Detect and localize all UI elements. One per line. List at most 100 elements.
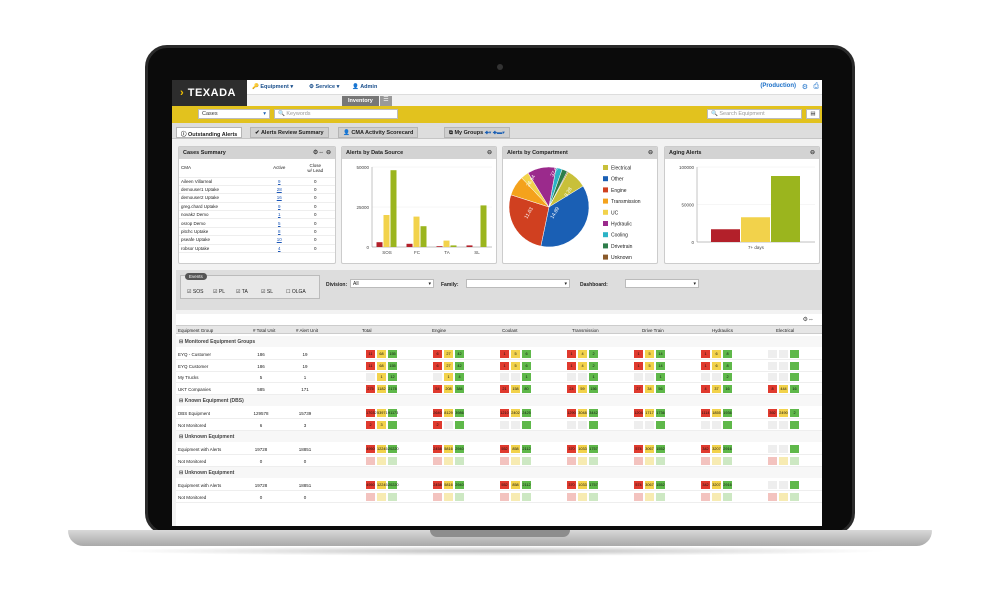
dashboard-select[interactable]: ▾ (625, 279, 699, 288)
alert-cell[interactable] (578, 492, 587, 501)
gear-icon[interactable]: ⚙ (801, 84, 808, 91)
alert-cell[interactable]: 11 (366, 350, 375, 358)
grid-col-header[interactable]: Electrical (776, 328, 795, 333)
alert-cell[interactable]: 552 (500, 445, 509, 453)
alert-cell[interactable]: 4 (455, 373, 464, 381)
alert-cell[interactable]: 392 (768, 409, 777, 417)
alert-cell[interactable]: 5 (511, 361, 520, 370)
alert-cell[interactable]: 384 (455, 384, 464, 393)
alert-cell[interactable]: 3067 (645, 445, 654, 453)
production-label[interactable]: (Production) (760, 83, 796, 89)
sl-checkbox[interactable]: ☑ SL (261, 289, 273, 295)
alert-cell[interactable]: 5 (511, 350, 520, 358)
row-name[interactable]: Not Monitored (178, 458, 207, 464)
alert-cell[interactable]: 27 (444, 361, 453, 370)
alert-cell[interactable] (779, 361, 788, 370)
tab-alerts-review[interactable]: ✔ Alerts Review Summary (250, 127, 329, 138)
alert-cell[interactable] (578, 373, 587, 381)
alert-cell[interactable]: 1 (701, 350, 710, 358)
alert-cell[interactable] (779, 373, 788, 381)
alert-cell[interactable] (768, 373, 777, 381)
group-header[interactable]: ⊟ Monitored Equipment Groups (176, 336, 822, 347)
alert-cell[interactable]: 21 (500, 384, 509, 393)
alert-cell[interactable] (790, 361, 799, 370)
grid-col-header[interactable]: Hydraulics (712, 328, 734, 333)
alert-cell[interactable]: 24 (567, 384, 576, 393)
family-select[interactable]: ▾ (466, 279, 570, 288)
alert-cell[interactable]: 1717 (645, 409, 654, 417)
alert-cell[interactable]: 20220 (388, 445, 399, 453)
alert-cell[interactable]: 1 (634, 361, 643, 370)
alert-cell[interactable]: 3 (377, 420, 386, 429)
table-row[interactable]: DBS Equipment 129578 15739 17032 53971 91173 2… (176, 408, 822, 419)
alert-cell[interactable] (634, 373, 643, 381)
alert-cell[interactable]: 1290 (567, 409, 576, 417)
alert-cell[interactable] (779, 350, 788, 358)
alert-cell[interactable] (567, 420, 576, 429)
alert-cell[interactable]: 1552 (656, 481, 665, 489)
grid-col-header[interactable]: Equipment Group (178, 328, 214, 333)
alert-cell[interactable] (388, 492, 397, 501)
keywords-input[interactable]: 🔍 Keywords (274, 109, 398, 119)
alert-cell[interactable] (589, 420, 598, 429)
alert-cell[interactable] (388, 420, 397, 429)
alert-cell[interactable]: 37 (712, 384, 721, 393)
alert-cell[interactable]: 444 (779, 384, 788, 393)
alert-cell[interactable]: 2178 (388, 384, 397, 393)
alert-cell[interactable]: 59 (578, 384, 587, 393)
row-name[interactable]: DBS Equipment (178, 411, 211, 416)
cases-select[interactable]: Cases ▾ (198, 109, 270, 119)
alert-cell[interactable]: 16 (723, 384, 732, 393)
table-row[interactable]: EYQ Customer 186 19 11 68 155 6 27 42 1 5 6 1 4 2 1 5 14 1… (176, 361, 822, 372)
alert-cell[interactable] (701, 373, 710, 381)
alert-cell[interactable] (723, 420, 732, 429)
table-row[interactable]: Not Monitored 0 0 (176, 492, 822, 503)
alert-cell[interactable]: 1 (656, 373, 665, 381)
cell-active[interactable]: 10 (262, 235, 296, 245)
alert-cell[interactable]: 2940 (455, 481, 464, 489)
menu-icon[interactable]: ☰ (380, 96, 392, 106)
alert-cell[interactable] (790, 445, 799, 453)
alert-cell[interactable]: 2458 (433, 481, 442, 489)
alert-cell[interactable]: 2425 (522, 409, 531, 417)
alert-cell[interactable] (768, 361, 777, 370)
alert-cell[interactable] (712, 373, 721, 381)
alert-cell[interactable] (522, 492, 531, 501)
alert-cell[interactable]: 6 (712, 361, 721, 370)
alert-cell[interactable] (444, 492, 453, 501)
table-row[interactable]: Not Monitored 0 0 (176, 456, 822, 467)
alert-cell[interactable]: 342 (701, 481, 710, 489)
table-row[interactable]: UKT Companies 585 171 275 1182 2178 54 208 384 21… (176, 384, 822, 395)
alert-cell[interactable]: 2 (589, 361, 598, 370)
alert-cell[interactable] (444, 420, 453, 429)
alert-cell[interactable]: 68 (377, 350, 386, 358)
alert-cell[interactable]: 155 (388, 361, 397, 370)
alert-cell[interactable] (779, 456, 788, 465)
table-row[interactable]: Equipment with Alerts 19728 18851 4950 12245… (176, 480, 822, 491)
alert-cell[interactable]: 1936 (723, 409, 732, 417)
cell-active[interactable]: 8 (262, 227, 296, 237)
row-name[interactable]: Equipment with Alerts (178, 483, 222, 488)
collapse-icon[interactable]: ⊖ (486, 150, 492, 156)
alert-cell[interactable] (779, 420, 788, 429)
collapse-icon[interactable]: ⊖ (809, 150, 815, 156)
alert-cell[interactable] (645, 492, 654, 501)
alert-cell[interactable] (377, 492, 386, 501)
alert-cell[interactable]: 1 (500, 361, 509, 370)
alert-cell[interactable]: 12 (388, 373, 397, 381)
collapse-icon[interactable]: ⊖ (647, 150, 653, 156)
alert-cell[interactable]: 158 (511, 384, 520, 393)
alert-cell[interactable] (455, 420, 464, 429)
alert-cell[interactable] (779, 445, 788, 453)
alert-cell[interactable]: 156 (589, 384, 598, 393)
alert-cell[interactable]: 6 (522, 361, 531, 370)
alert-cell[interactable]: 12245 (377, 481, 388, 489)
alert-cell[interactable]: 3986 (455, 409, 464, 417)
alert-cell[interactable] (768, 456, 777, 465)
alert-cell[interactable]: 552 (500, 481, 509, 489)
alert-cell[interactable]: 2112 (522, 481, 531, 489)
alert-cell[interactable]: 42 (455, 361, 464, 370)
row-name[interactable]: EYQ Customer (178, 363, 209, 369)
alert-cell[interactable] (723, 456, 732, 465)
alert-cell[interactable]: 1204 (634, 409, 643, 417)
